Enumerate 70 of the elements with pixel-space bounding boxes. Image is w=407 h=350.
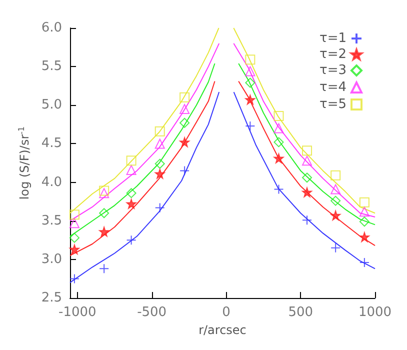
point: [330, 184, 341, 194]
point: [99, 226, 110, 237]
point: [330, 170, 341, 180]
point: [126, 188, 136, 198]
point: [99, 208, 110, 218]
point: [330, 196, 341, 206]
point: [302, 146, 312, 156]
point: [154, 168, 165, 179]
y-tick-label: 3.0: [41, 252, 62, 267]
point: [245, 94, 256, 105]
point: [180, 137, 190, 148]
y-tick-label: 5.0: [41, 98, 62, 113]
point: [99, 188, 110, 198]
point: [302, 215, 312, 226]
point: [359, 197, 370, 208]
point: [245, 54, 256, 65]
point: [154, 138, 165, 149]
point: [154, 126, 165, 136]
y-tick-label: 5.5: [41, 59, 62, 74]
point: [180, 104, 190, 114]
point: [274, 137, 284, 148]
point: [330, 210, 341, 220]
point: [126, 164, 136, 175]
legend-label: τ=2: [320, 47, 346, 62]
point: [274, 110, 284, 121]
point: [126, 235, 136, 246]
legend-label: τ=5: [320, 97, 346, 112]
y-tick-label: 4.0: [41, 174, 62, 190]
y-tick-label: 3.5: [41, 213, 62, 228]
x-tick-label: 1000: [358, 305, 392, 320]
point: [69, 244, 80, 254]
point: [274, 153, 284, 164]
point: [99, 264, 110, 274]
legend-label: τ=1: [320, 31, 346, 46]
x-tick-label: 0: [222, 305, 230, 320]
point: [69, 210, 80, 220]
x-tick-label: -1000: [58, 305, 96, 320]
point: [180, 166, 190, 176]
point: [245, 66, 256, 76]
point: [99, 186, 110, 196]
y-tick-label: 4.5: [41, 136, 62, 152]
point: [245, 120, 256, 131]
point: [154, 158, 165, 169]
point: [359, 216, 370, 227]
point: [359, 206, 370, 217]
y-tick-label: 2.5: [41, 290, 62, 306]
point: [126, 156, 136, 166]
point: [154, 202, 165, 213]
point: [359, 232, 370, 242]
point: [126, 198, 136, 209]
point: [69, 218, 80, 228]
point: [180, 118, 190, 128]
legend-label: τ=3: [320, 63, 346, 78]
point: [302, 187, 312, 198]
point: [274, 184, 284, 194]
point: [359, 258, 370, 268]
point: [245, 78, 256, 88]
x-tick-label: 500: [288, 305, 314, 320]
point: [302, 156, 312, 166]
point: [274, 123, 284, 134]
y-tick-label: 6.0: [41, 20, 62, 36]
y-axis-title: log (S/F)/sr-1: [16, 126, 32, 200]
x-tick-label: -500: [137, 305, 167, 320]
point: [180, 92, 190, 102]
point: [330, 242, 341, 253]
legend-label: τ=4: [320, 80, 346, 95]
x-axis-title: r/arcsec: [198, 322, 246, 337]
point: [69, 274, 80, 284]
point: [302, 172, 312, 183]
point: [69, 232, 80, 243]
